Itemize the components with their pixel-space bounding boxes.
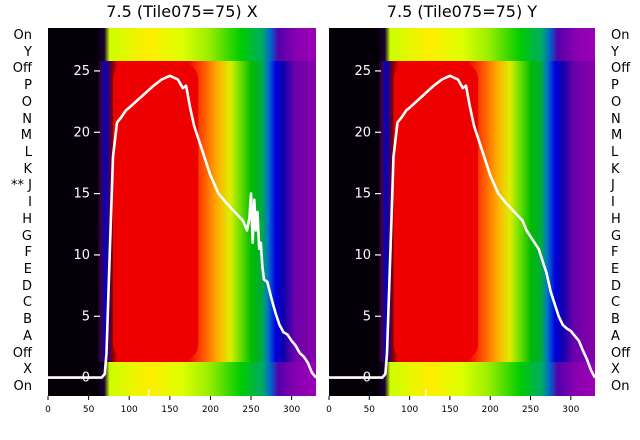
row-label: C	[611, 295, 621, 311]
row-label: E	[611, 262, 620, 277]
row-label: N	[22, 111, 32, 127]
row-label: On	[13, 28, 32, 43]
row-label: P	[24, 78, 32, 94]
row-label: H	[22, 211, 32, 227]
row-label: G	[611, 228, 622, 244]
x-tick-label: 0	[45, 405, 51, 415]
row-label: N	[611, 111, 621, 127]
row-label: B	[23, 312, 32, 328]
x-tick-label: 300	[562, 405, 579, 415]
x-tick-label: 50	[83, 405, 95, 415]
chart-title-left: 7.5 (Tile075=75) X	[106, 2, 258, 21]
row-label: On	[611, 28, 630, 43]
row-label: I	[28, 195, 32, 211]
overlay-tick-label: 20	[73, 125, 90, 140]
row-label: M	[20, 128, 32, 144]
x-tick-label: 250	[242, 405, 259, 415]
row-label: Y	[24, 44, 32, 60]
x-tick-label: 100	[401, 405, 418, 415]
row-label: X	[23, 362, 32, 378]
row-label: D	[21, 278, 32, 294]
row-label: Y	[611, 44, 619, 60]
row-label: A	[611, 328, 620, 344]
row-label: X	[611, 362, 620, 378]
row-label: A	[23, 328, 32, 344]
x-tick-label: 50	[364, 405, 376, 415]
x-tick-label: 250	[522, 405, 539, 415]
row-label: H	[611, 211, 621, 227]
overlay-tick-label: 5	[363, 309, 371, 324]
row-label: ** J	[11, 178, 32, 194]
row-label: M	[611, 128, 623, 144]
x-tick-label: 0	[326, 405, 332, 415]
row-label: K	[23, 161, 32, 177]
row-label: Off	[611, 61, 631, 77]
row-label: On	[13, 379, 32, 394]
x-tick-label: 200	[202, 405, 219, 415]
row-label: C	[22, 295, 32, 311]
chart-title-right: 7.5 (Tile075=75) Y	[386, 2, 538, 21]
x-tick-label: 150	[161, 405, 178, 415]
heatmap-dark-strip	[48, 28, 98, 396]
heatmap-red-core	[112, 63, 199, 360]
row-label: D	[611, 278, 622, 294]
series-line	[48, 74, 317, 379]
x-tick-label: 100	[121, 405, 138, 415]
heatmap-red-core	[393, 63, 479, 360]
row-label: O	[611, 94, 622, 110]
overlay-tick-label: 5	[82, 309, 90, 324]
overlay-tick-label: 10	[73, 248, 90, 263]
row-label: Off	[12, 61, 32, 77]
overlay-tick-label: 20	[354, 125, 371, 140]
row-label: K	[611, 161, 620, 177]
overlay-tick-label: 10	[354, 248, 371, 263]
series-line	[329, 74, 597, 379]
overlay-tick-label: 15	[73, 187, 90, 202]
x-tick-label: 200	[482, 405, 499, 415]
row-label: P	[611, 78, 619, 94]
overlay-tick-label: 15	[354, 187, 371, 202]
row-label: F	[24, 245, 32, 261]
row-label: Off	[611, 345, 631, 361]
overlay-tick-label: 25	[73, 64, 90, 79]
row-label: F	[611, 245, 619, 261]
row-label: L	[611, 145, 619, 160]
row-label: Off	[12, 345, 32, 361]
row-label: L	[24, 145, 32, 160]
row-label: J	[611, 178, 615, 194]
row-label: On	[611, 379, 630, 394]
x-tick-label: 150	[441, 405, 458, 415]
overlay-tick-label: 25	[354, 64, 371, 79]
row-label: O	[21, 94, 32, 110]
row-label: B	[611, 312, 620, 328]
row-label: I	[611, 195, 615, 211]
x-tick-label: 300	[283, 405, 300, 415]
row-label: E	[23, 262, 32, 277]
row-label: G	[21, 228, 32, 244]
heatmap-dark-strip	[329, 28, 379, 396]
